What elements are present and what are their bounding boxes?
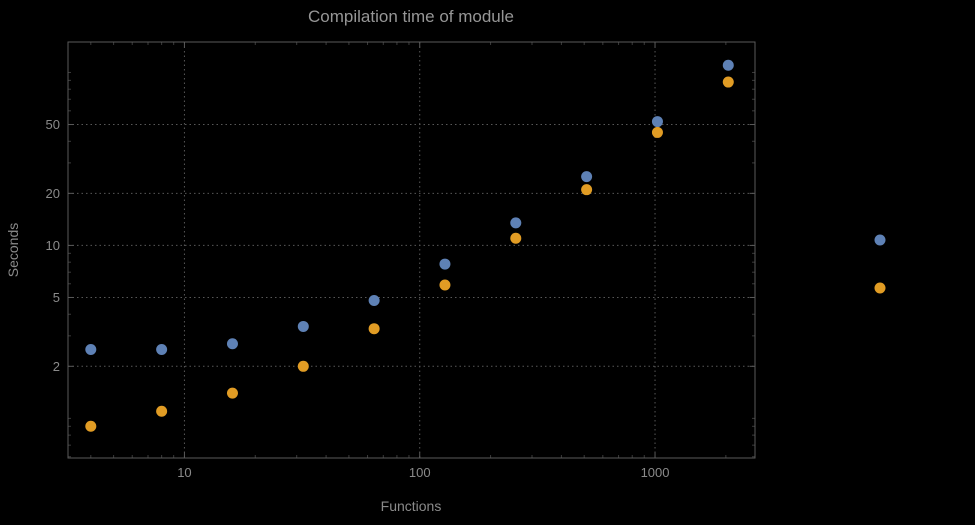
x-axis-label: Functions — [380, 498, 442, 514]
data-point-blue — [297, 320, 309, 332]
chart-title: Compilation time of module — [308, 7, 514, 26]
data-point-blue — [510, 217, 522, 229]
data-point-blue — [368, 295, 380, 307]
data-point-orange — [722, 76, 734, 88]
data-point-orange — [368, 323, 380, 335]
data-point-blue — [85, 344, 97, 356]
data-point-orange — [439, 279, 451, 291]
data-point-blue — [439, 258, 451, 270]
plot-frame — [67, 41, 756, 459]
data-point-orange — [85, 420, 97, 432]
data-point-blue — [722, 59, 734, 71]
y-tick-label: 20 — [46, 186, 60, 201]
data-point-orange — [651, 126, 663, 138]
legend-marker-orange — [874, 282, 886, 294]
data-point-blue — [651, 116, 663, 128]
y-tick-label: 50 — [46, 117, 60, 132]
x-tick-label: 100 — [409, 465, 431, 480]
data-point-blue — [156, 344, 168, 356]
data-point-blue — [226, 338, 238, 350]
data-point-orange — [226, 387, 238, 399]
legend-marker-blue — [874, 234, 886, 246]
data-point-blue — [581, 171, 593, 183]
x-tick-label: 10 — [177, 465, 191, 480]
y-tick-label: 2 — [53, 359, 60, 374]
data-point-orange — [297, 360, 309, 372]
y-axis-label: Seconds — [5, 222, 21, 278]
data-point-orange — [581, 184, 593, 196]
y-tick-label: 10 — [46, 238, 60, 253]
data-point-orange — [510, 232, 522, 244]
y-tick-label: 5 — [53, 290, 60, 305]
data-point-orange — [156, 405, 168, 417]
x-tick-label: 1000 — [641, 465, 670, 480]
